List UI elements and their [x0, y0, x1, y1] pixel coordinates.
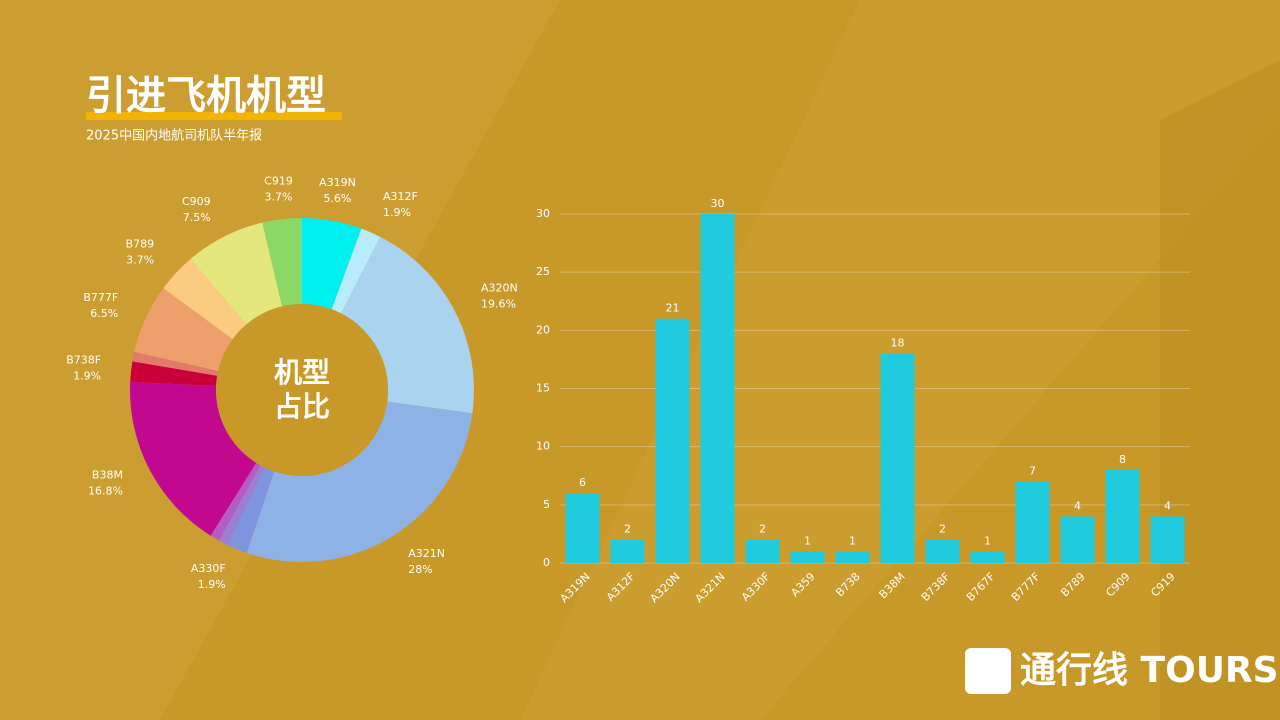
bar: [925, 539, 960, 563]
slice-label: B38M: [92, 469, 123, 482]
donut-slice: [331, 228, 381, 314]
slice-value-label: 6.5%: [90, 307, 118, 320]
donut-slice: [132, 351, 219, 376]
slice-label: C909: [182, 195, 211, 208]
slice-label: B789: [126, 237, 155, 250]
slice-value-label: 1.9%: [383, 206, 411, 219]
bar: [880, 353, 915, 563]
brand: 通行线 TOURSLINE: [1020, 650, 1280, 691]
data-label: 1: [849, 534, 856, 547]
y-tick-label: 30: [536, 207, 550, 220]
slice-value-label: 28%: [408, 563, 432, 576]
bar: [970, 551, 1005, 563]
y-tick-label: 20: [536, 323, 550, 336]
donut-slice: [190, 222, 283, 325]
slice-label: A312F: [383, 190, 418, 203]
title-underline: [86, 112, 342, 120]
slice-value-label: 1.9%: [198, 578, 226, 591]
data-label: 4: [1074, 499, 1081, 512]
slice-label: A321N: [408, 547, 445, 560]
slice-value-label: 19.6%: [481, 297, 516, 310]
donut-slice: [130, 381, 257, 536]
brand-logo: [965, 648, 1011, 694]
bar: [565, 493, 600, 563]
data-label: 2: [939, 523, 946, 536]
donut-slice: [262, 218, 302, 307]
donut-slice: [134, 288, 233, 371]
data-label: 1: [984, 534, 991, 547]
donut-slice: [246, 401, 473, 563]
y-tick-label: 0: [543, 556, 550, 569]
donut-slice: [302, 218, 362, 310]
slice-label: C919: [264, 174, 293, 187]
donut-slice: [210, 462, 261, 541]
y-tick-label: 5: [543, 498, 550, 511]
slice-value-label: 3.7%: [126, 253, 154, 266]
slice-label: A330F: [191, 562, 226, 575]
subtitle: 2025中国内地航司机队半年报: [86, 128, 262, 144]
bar: [610, 539, 645, 563]
bar: [1015, 481, 1050, 563]
slice-value-label: 16.8%: [88, 485, 123, 498]
donut-hole: [216, 304, 388, 476]
slice-value-label: 7.5%: [183, 211, 211, 224]
data-label: 2: [624, 523, 631, 536]
data-label: 18: [891, 337, 905, 350]
slice-label: B738F: [66, 353, 101, 366]
data-label: 8: [1119, 453, 1126, 466]
y-tick-label: 15: [536, 382, 550, 395]
slice-value-label: 1.9%: [73, 369, 101, 382]
center-label: 占比: [274, 390, 330, 423]
bar: [655, 318, 690, 563]
title: 引进飞机机型: [86, 73, 326, 119]
bar: [1105, 469, 1140, 563]
donut-slice: [227, 467, 275, 553]
slice-value-label: 5.6%: [323, 192, 351, 205]
data-label: 1: [804, 534, 811, 547]
bar: [835, 551, 870, 563]
slice-label: A320N: [481, 281, 518, 294]
bar: [1060, 516, 1095, 563]
donut-slice: [341, 236, 474, 414]
data-label: 6: [579, 476, 586, 489]
slice-label: B777F: [83, 291, 118, 304]
donut-slice: [218, 465, 265, 546]
data-label: 30: [711, 197, 725, 210]
donut-slice: [163, 259, 247, 340]
bar: [790, 551, 825, 563]
data-label: 21: [666, 302, 680, 315]
data-label: 2: [759, 523, 766, 536]
bar: [1150, 516, 1185, 563]
donut-slice: [130, 361, 218, 386]
decor-stripe: [1160, 60, 1280, 720]
y-tick-label: 25: [536, 265, 550, 278]
slice-value-label: 3.7%: [265, 190, 293, 203]
slice-label: A319N: [319, 176, 356, 189]
data-label: 4: [1164, 499, 1171, 512]
data-label: 7: [1029, 465, 1036, 478]
center-label: 机型: [274, 356, 330, 389]
y-tick-label: 10: [536, 440, 550, 453]
bar: [745, 539, 780, 563]
bar: [700, 214, 735, 563]
